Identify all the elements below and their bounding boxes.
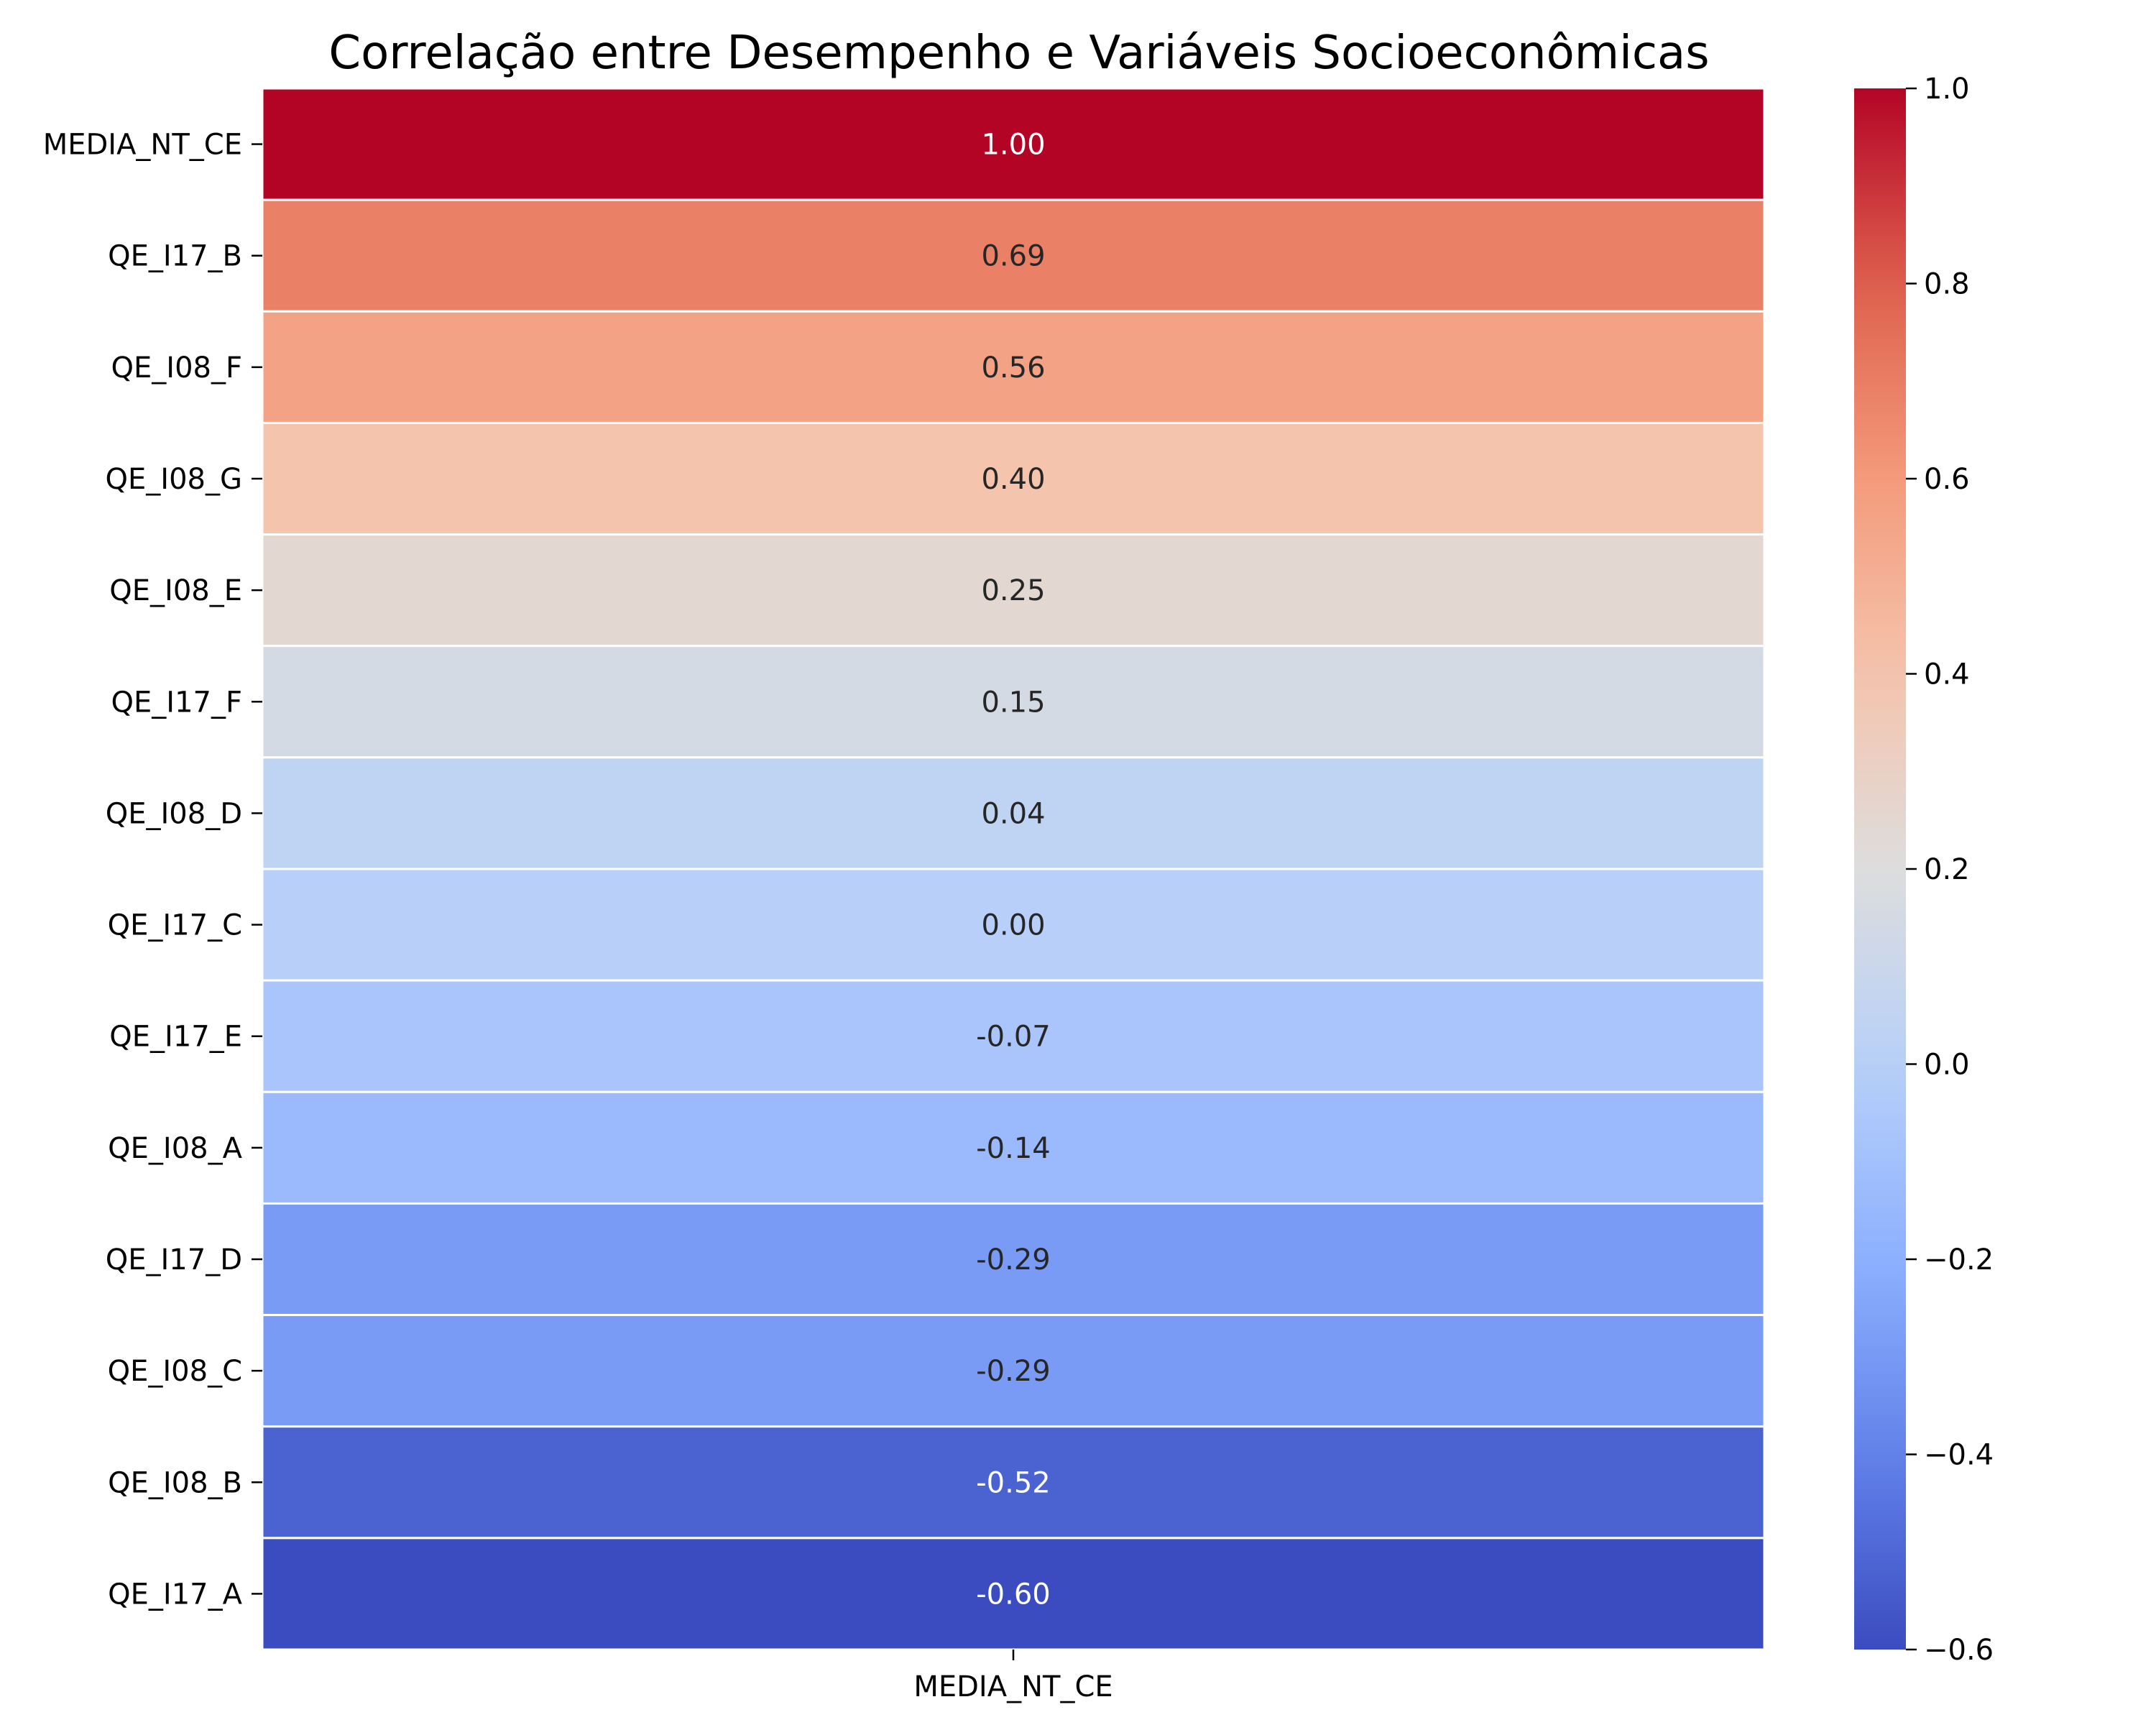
heatmap-cell	[261, 1090, 1766, 1205]
heatmap-cell	[261, 87, 1766, 201]
cell-value-label: 0.25	[981, 574, 1045, 607]
heatmap-cell	[261, 310, 1766, 424]
heatmap-cell	[261, 645, 1766, 759]
colorbar-tick-label: 1.0	[1924, 73, 1970, 106]
colorbar-tick-label: 0.8	[1924, 268, 1970, 301]
heatmap-cell	[261, 1537, 1766, 1651]
cell-value-label: -0.52	[976, 1466, 1051, 1499]
row-tick-label: QE_I17_C	[108, 909, 242, 942]
row-tick-label: QE_I08_G	[106, 463, 242, 496]
heatmap-cell	[261, 421, 1766, 536]
colorbar-ticks: −0.6 −0.4 −0.2 0.0 0.2 0.4 0.6 0.8 1.0	[1906, 73, 1994, 1667]
colorbar	[1854, 88, 1906, 1650]
row-tick-label: QE_I17_E	[109, 1021, 242, 1054]
cell-value-label: -0.14	[976, 1132, 1051, 1165]
heatmap-cell	[261, 1314, 1766, 1428]
cell-value-label: 0.00	[981, 909, 1045, 942]
heatmap-cell	[261, 533, 1766, 648]
cell-value-label: -0.29	[976, 1243, 1051, 1276]
cell-value-label: -0.29	[976, 1355, 1051, 1388]
row-tick-label: MEDIA_NT_CE	[43, 129, 242, 162]
colorbar-tick-label: 0.4	[1924, 658, 1970, 691]
cell-value-label: 0.56	[981, 351, 1045, 385]
heatmap-cell	[261, 198, 1766, 313]
row-tick-label: QE_I08_F	[111, 351, 242, 385]
row-tick-label: QE_I08_A	[108, 1132, 242, 1165]
chart-title: Correlação entre Desempenho e Variáveis …	[328, 27, 1709, 80]
cell-value-label: 0.40	[981, 463, 1045, 496]
row-tick-labels: MEDIA_NT_CE QE_I17_B QE_I08_F QE_I08_G QE_I0…	[43, 129, 262, 1611]
row-tick-label: QE_I08_B	[108, 1466, 242, 1499]
colorbar-tick-label: −0.2	[1924, 1243, 1994, 1276]
cell-value-label: -0.60	[976, 1578, 1051, 1611]
heatmap-cells: 1.00 0.69 0.56 0.40 0.25 0.15 0.04 0.00 -0.07 -0.…	[261, 87, 1766, 1651]
row-tick-label: QE_I17_F	[111, 686, 242, 719]
cell-value-label: 0.69	[981, 240, 1045, 273]
heatmap-cell	[261, 1202, 1766, 1317]
column-tick-labels: MEDIA_NT_CE	[913, 1650, 1113, 1703]
row-tick-label: QE_I17_D	[106, 1243, 242, 1276]
column-tick-label: MEDIA_NT_CE	[913, 1670, 1112, 1703]
row-tick-label: QE_I08_C	[108, 1355, 242, 1388]
cell-value-label: -0.07	[976, 1021, 1051, 1054]
colorbar-tick-label: −0.4	[1924, 1439, 1994, 1472]
colorbar-tick-label: −0.6	[1924, 1634, 1994, 1667]
row-tick-label: QE_I17_A	[108, 1578, 242, 1611]
colorbar-tick-label: 0.0	[1924, 1049, 1970, 1082]
heatmap-cell	[261, 1425, 1766, 1540]
colorbar-tick-label: 0.6	[1924, 463, 1970, 496]
row-tick-label: QE_I08_D	[106, 797, 242, 830]
colorbar-tick-label: 0.2	[1924, 853, 1970, 886]
cell-value-label: 0.15	[981, 686, 1045, 719]
row-tick-label: QE_I17_B	[108, 240, 242, 273]
row-tick-label: QE_I08_E	[109, 574, 242, 607]
cell-value-label: 1.00	[981, 129, 1045, 162]
cell-value-label: 0.04	[981, 797, 1045, 830]
